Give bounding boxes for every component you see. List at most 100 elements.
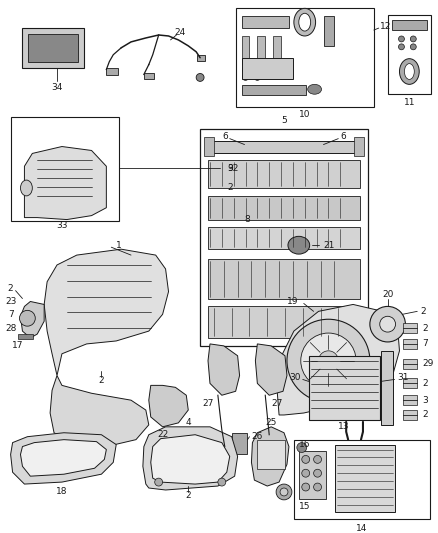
Text: 12: 12 — [380, 22, 391, 30]
Text: 2: 2 — [99, 376, 104, 385]
Text: 13: 13 — [337, 422, 349, 431]
Polygon shape — [21, 302, 44, 338]
Bar — [325, 16, 334, 46]
Bar — [232, 433, 247, 455]
Text: 4: 4 — [185, 418, 191, 427]
Text: 1: 1 — [116, 241, 122, 250]
Polygon shape — [11, 433, 116, 484]
Text: 17: 17 — [12, 342, 23, 350]
Bar — [208, 259, 360, 298]
Circle shape — [314, 483, 321, 491]
Polygon shape — [21, 440, 106, 476]
Polygon shape — [277, 304, 399, 415]
Text: 27: 27 — [272, 399, 283, 408]
Bar — [354, 136, 364, 156]
Text: 11: 11 — [403, 98, 415, 107]
Circle shape — [410, 36, 416, 42]
Circle shape — [314, 469, 321, 477]
Ellipse shape — [299, 13, 311, 31]
Bar — [205, 170, 217, 178]
Circle shape — [314, 455, 321, 463]
Text: 6: 6 — [222, 132, 228, 141]
Text: 22: 22 — [157, 430, 168, 439]
Bar — [204, 136, 214, 156]
Circle shape — [243, 75, 248, 80]
Bar — [208, 228, 360, 249]
Circle shape — [20, 310, 35, 326]
Bar — [242, 58, 293, 79]
Text: 14: 14 — [356, 524, 367, 533]
Bar — [208, 160, 360, 188]
Circle shape — [196, 74, 204, 82]
Circle shape — [206, 184, 214, 192]
Bar — [388, 15, 431, 94]
Bar — [336, 445, 395, 512]
Text: 19: 19 — [287, 297, 299, 306]
Text: 10: 10 — [299, 110, 311, 119]
Circle shape — [302, 469, 310, 477]
Bar — [202, 166, 220, 182]
Ellipse shape — [399, 59, 419, 84]
Polygon shape — [251, 427, 289, 486]
Bar — [258, 440, 285, 469]
Bar — [242, 85, 306, 95]
Bar — [208, 306, 360, 338]
Text: 2: 2 — [422, 324, 428, 333]
Text: 33: 33 — [56, 221, 68, 230]
Text: 7: 7 — [8, 310, 14, 319]
Text: 18: 18 — [56, 488, 68, 496]
Bar — [381, 351, 392, 425]
Text: 2: 2 — [228, 183, 233, 192]
Bar — [18, 334, 33, 339]
Bar — [403, 323, 417, 333]
Text: 2: 2 — [185, 491, 191, 500]
Text: 29: 29 — [422, 359, 434, 368]
Polygon shape — [151, 435, 230, 484]
Text: 23: 23 — [5, 297, 16, 306]
Bar — [294, 440, 430, 519]
Bar — [403, 410, 417, 420]
Circle shape — [302, 483, 310, 491]
Bar — [242, 16, 289, 28]
Bar — [403, 378, 417, 389]
Text: 26: 26 — [251, 432, 263, 441]
Ellipse shape — [307, 84, 321, 94]
Bar — [392, 20, 427, 30]
Circle shape — [243, 67, 248, 72]
Text: 30: 30 — [289, 373, 301, 382]
Polygon shape — [208, 141, 360, 154]
Bar — [28, 34, 78, 62]
Bar — [197, 55, 205, 61]
Text: 15: 15 — [299, 502, 310, 511]
Circle shape — [301, 333, 356, 389]
Ellipse shape — [21, 180, 32, 196]
Circle shape — [218, 478, 226, 486]
Bar — [22, 28, 84, 68]
Bar — [403, 359, 417, 369]
Circle shape — [266, 67, 272, 72]
Text: 2: 2 — [422, 379, 428, 388]
Bar — [11, 117, 119, 221]
Text: 20: 20 — [382, 290, 393, 299]
Text: 2: 2 — [420, 307, 426, 316]
Circle shape — [297, 442, 307, 453]
Text: 24: 24 — [175, 28, 186, 37]
Circle shape — [155, 478, 162, 486]
Polygon shape — [25, 147, 106, 220]
Polygon shape — [149, 385, 188, 427]
Circle shape — [222, 219, 232, 229]
Text: 28: 28 — [5, 324, 16, 333]
Text: 31: 31 — [398, 373, 409, 382]
Ellipse shape — [404, 63, 414, 79]
Bar — [106, 68, 118, 76]
Bar — [218, 216, 236, 230]
Circle shape — [287, 319, 370, 402]
Circle shape — [254, 67, 260, 72]
Text: 8: 8 — [244, 215, 250, 224]
Polygon shape — [44, 249, 169, 376]
Text: 21: 21 — [324, 241, 335, 250]
Bar — [144, 72, 154, 79]
Circle shape — [370, 306, 406, 342]
Circle shape — [399, 36, 404, 42]
Bar — [403, 395, 417, 405]
